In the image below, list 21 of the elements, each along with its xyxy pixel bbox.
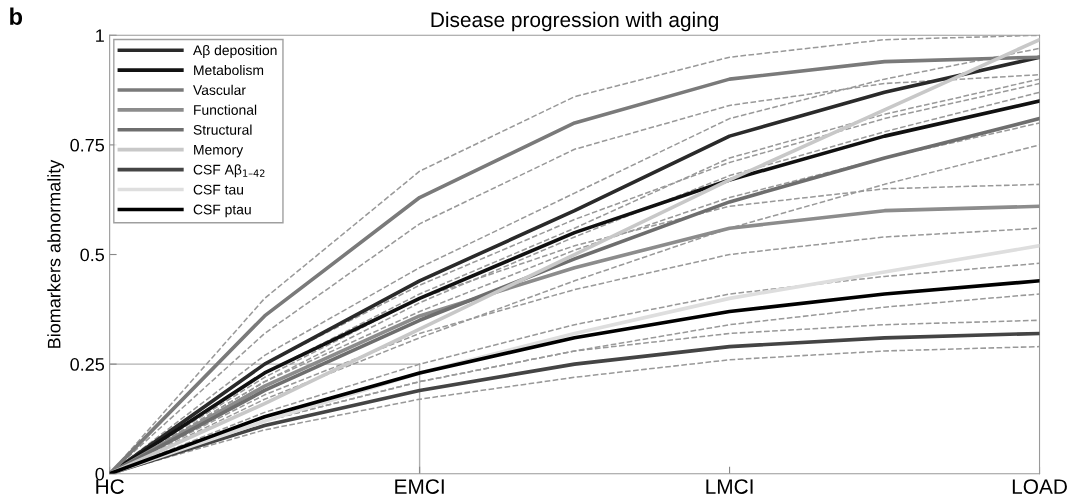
legend-label: Vascular xyxy=(193,84,246,95)
legend-label: Functional xyxy=(194,104,257,115)
y-tick-label: 0.25 xyxy=(70,358,105,371)
x-tick-label: LMCI xyxy=(706,479,753,494)
legend-label: CSF tau xyxy=(193,184,243,195)
y-tick-label: 0 xyxy=(95,467,105,481)
y-tick-label: 0.5 xyxy=(80,248,105,262)
chart-title: Disease progression with aging xyxy=(431,11,719,32)
x-tick-label: LOAD xyxy=(1012,479,1067,494)
legend-label: Memory xyxy=(194,144,244,158)
y-tick-label: 1 xyxy=(96,29,104,42)
legend-label: Structural xyxy=(193,124,252,135)
text: b xyxy=(10,7,23,25)
y-tick-label: 0.75 xyxy=(70,138,105,152)
x-tick-label: HC xyxy=(96,479,124,494)
legend-label: Aβ deposition xyxy=(193,45,277,58)
legend-label: CSF Aβ$_{1–42}$ xyxy=(193,164,265,178)
x-tick-label: EMCI xyxy=(395,479,444,494)
y-axis-title: Biomarkers abnormality xyxy=(47,159,65,348)
legend-label: Metabolism xyxy=(194,64,264,76)
legend-label: CSF ptau xyxy=(193,204,251,218)
